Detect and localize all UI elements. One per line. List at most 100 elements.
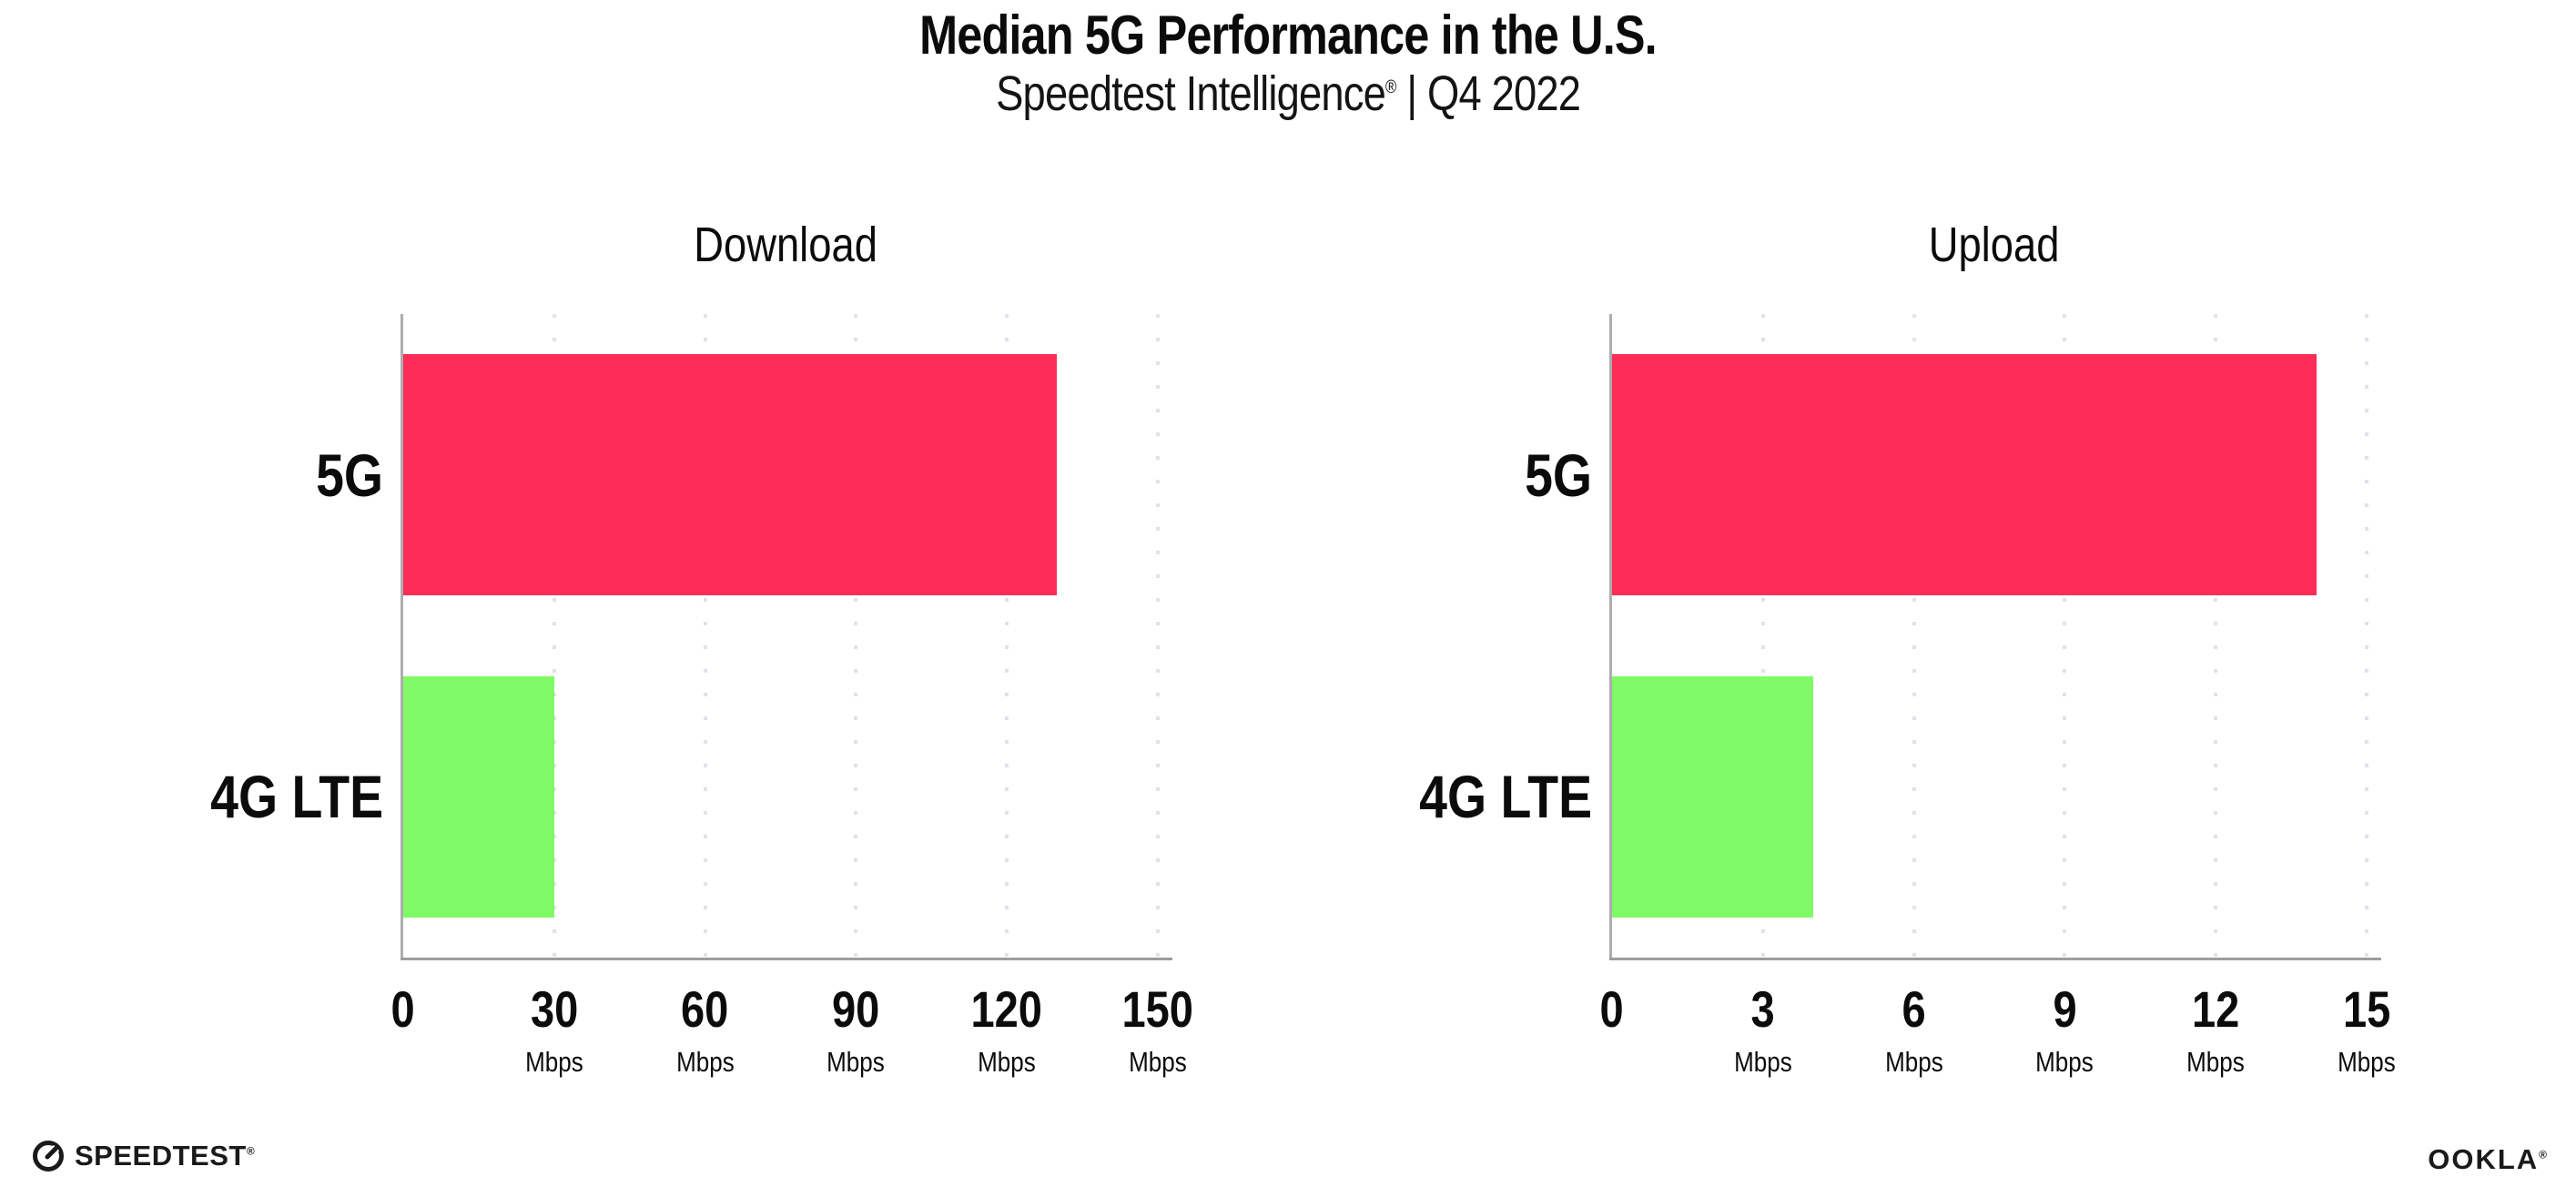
gridline-6 xyxy=(1912,314,1916,958)
upload-tick-9: 9 Mbps xyxy=(1987,980,2142,1078)
upload-plot-area xyxy=(1609,314,2381,960)
gridline-60 xyxy=(703,314,707,958)
gridline-120 xyxy=(1005,314,1009,958)
download-tick-0: 0 xyxy=(326,980,481,1038)
upload-tick-6: 6 Mbps xyxy=(1837,980,1992,1076)
tick-value: 12 xyxy=(2192,980,2240,1038)
tick-value: 30 xyxy=(530,980,578,1038)
tick-value: 15 xyxy=(2342,980,2391,1038)
tick-number: 12 xyxy=(2138,980,2293,1038)
download-tick-90: 90 Mbps xyxy=(778,980,933,1076)
tick-number: 150 xyxy=(1080,980,1235,1038)
speedtest-gauge-icon xyxy=(33,1141,64,1172)
page-title-text: Median 5G Performance in the U.S. xyxy=(919,5,1658,66)
category-label-5g: 5G xyxy=(83,431,383,519)
category-label-4g-lte: 4G LTE xyxy=(83,753,383,840)
subtitle-brand: Speedtest Intelligence xyxy=(995,66,1386,121)
category-label-text: 4G LTE xyxy=(210,763,383,831)
page-title: Median 5G Performance in the U.S. xyxy=(0,4,2576,66)
download-y-axis xyxy=(401,314,403,958)
tick-unit: Mbps xyxy=(2289,1048,2444,1076)
download-plot-area xyxy=(401,314,1172,960)
tick-number: 90 xyxy=(778,980,933,1038)
tick-value: 0 xyxy=(390,980,416,1038)
subtitle-period: | Q4 2022 xyxy=(1395,66,1581,121)
download-tick-150: 150 Mbps xyxy=(1080,980,1235,1076)
tick-unit-text: Mbps xyxy=(524,1045,583,1078)
tick-unit: Mbps xyxy=(628,1048,783,1076)
tick-number: 0 xyxy=(1535,980,1689,1038)
upload-tick-12: 12 Mbps xyxy=(2138,980,2293,1076)
upload-x-axis xyxy=(1609,958,2381,960)
tick-unit: Mbps xyxy=(1080,1048,1235,1076)
tick-value: 9 xyxy=(2053,980,2077,1038)
panel-title-text: Download xyxy=(694,218,877,272)
gridline-15 xyxy=(2364,314,2368,958)
tick-number: 60 xyxy=(628,980,783,1038)
gridline-3 xyxy=(1760,314,1765,958)
tick-unit-text: Mbps xyxy=(2186,1045,2246,1078)
upload-tick-15: 15 Mbps xyxy=(2289,980,2444,1076)
bar-upload-5g xyxy=(1612,354,2317,596)
gridline-12 xyxy=(2214,314,2218,958)
gridline-150 xyxy=(1155,314,1160,958)
tick-number: 15 xyxy=(2289,980,2444,1038)
download-tick-30: 30 Mbps xyxy=(477,980,632,1076)
registered-mark: ® xyxy=(1384,77,1396,97)
tick-unit-text: Mbps xyxy=(1129,1045,1187,1078)
tick-unit-text: Mbps xyxy=(1733,1045,1792,1078)
category-label-4g-lte: 4G LTE xyxy=(1292,753,1592,840)
tick-value: 60 xyxy=(681,980,729,1038)
tick-unit: Mbps xyxy=(477,1048,632,1076)
bar-upload-4g-lte xyxy=(1612,675,1814,918)
category-label-text: 5G xyxy=(316,441,383,509)
panel-title-download: Download xyxy=(403,217,1168,273)
tick-number: 6 xyxy=(1837,980,1992,1038)
tick-number: 120 xyxy=(929,980,1084,1038)
tick-value: 6 xyxy=(1902,980,1926,1038)
tick-unit: Mbps xyxy=(2138,1048,2293,1076)
page-subtitle-text: Speedtest Intelligence® | Q4 2022 xyxy=(995,66,1581,122)
gridline-9 xyxy=(2063,314,2067,958)
tick-value: 0 xyxy=(1599,980,1625,1038)
tick-unit: Mbps xyxy=(929,1048,1084,1076)
tick-number: 9 xyxy=(1987,980,2142,1038)
bar-download-5g xyxy=(403,354,1058,596)
tick-unit-text: Mbps xyxy=(2035,1045,2094,1078)
speedtest-logo: SPEEDTEST® xyxy=(31,1139,255,1173)
tick-unit-text: Mbps xyxy=(675,1045,735,1078)
tick-unit: Mbps xyxy=(1837,1048,1992,1076)
download-tick-60: 60 Mbps xyxy=(628,980,783,1076)
panel-title-upload: Upload xyxy=(1612,217,2377,273)
gridline-30 xyxy=(552,314,556,958)
panel-title-text: Upload xyxy=(1929,218,2060,272)
tick-unit: Mbps xyxy=(1686,1048,1841,1076)
category-label-text: 5G xyxy=(1525,441,1592,509)
tick-number: 0 xyxy=(326,980,481,1038)
upload-tick-3: 3 Mbps xyxy=(1686,980,1841,1076)
page-subtitle: Speedtest Intelligence® | Q4 2022 xyxy=(0,66,2576,122)
upload-y-axis xyxy=(1609,314,1612,958)
tick-unit-text: Mbps xyxy=(978,1045,1037,1078)
tick-unit-text: Mbps xyxy=(827,1045,886,1078)
download-x-axis xyxy=(401,958,1172,960)
category-label-5g: 5G xyxy=(1292,431,1592,519)
tick-unit: Mbps xyxy=(778,1048,933,1076)
tick-value: 150 xyxy=(1121,980,1194,1038)
category-label-text: 4G LTE xyxy=(1419,763,1592,831)
ookla-trademark: ® xyxy=(2539,1148,2547,1161)
speedtest-wordmark: SPEEDTEST® xyxy=(75,1140,255,1172)
ookla-label: OOKLA xyxy=(2428,1143,2540,1175)
gridline-90 xyxy=(854,314,858,958)
tick-unit-text: Mbps xyxy=(1884,1045,1943,1078)
download-tick-120: 120 Mbps xyxy=(929,980,1084,1076)
tick-value: 90 xyxy=(832,980,880,1038)
speedtest-trademark: ® xyxy=(246,1144,256,1158)
tick-unit-text: Mbps xyxy=(2338,1045,2396,1078)
tick-value: 3 xyxy=(1750,980,1775,1038)
tick-value: 120 xyxy=(970,980,1043,1038)
ookla-logo: OOKLA® xyxy=(2428,1143,2547,1176)
tick-number: 30 xyxy=(477,980,632,1038)
tick-number: 3 xyxy=(1686,980,1841,1038)
